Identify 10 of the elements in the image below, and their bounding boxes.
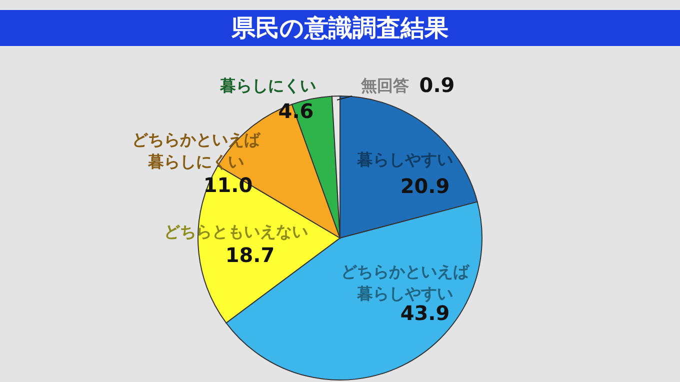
data-label: 0.9: [419, 73, 455, 97]
data-label: 20.9: [400, 174, 450, 198]
data-label: 43.9: [400, 301, 450, 325]
data-label: 18.7: [225, 243, 275, 267]
slice-label: 無回答: [360, 76, 409, 95]
slice-label: 暮らしやすい: [356, 150, 453, 169]
chart-title: 県民の意識調査結果: [230, 14, 448, 42]
slice-label: 暮らしにくい: [219, 76, 316, 95]
slice-label: どちらともいえない: [164, 222, 308, 241]
slice-label: どちらかといえば暮らしやすい: [341, 262, 470, 303]
